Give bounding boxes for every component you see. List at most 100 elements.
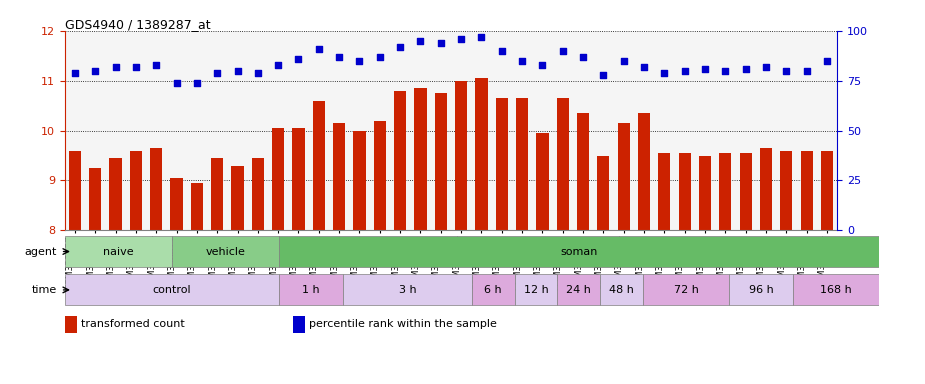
Bar <box>89 168 102 230</box>
Bar <box>252 158 264 230</box>
Point <box>210 70 225 76</box>
Point <box>657 70 672 76</box>
Bar <box>598 156 610 230</box>
Point <box>149 61 164 68</box>
Bar <box>313 101 325 230</box>
Point <box>68 70 82 76</box>
Bar <box>679 153 691 230</box>
Bar <box>759 148 772 230</box>
Bar <box>455 81 467 230</box>
FancyBboxPatch shape <box>65 236 172 267</box>
Bar <box>740 153 752 230</box>
Point <box>393 44 408 50</box>
FancyBboxPatch shape <box>279 236 879 267</box>
FancyBboxPatch shape <box>643 274 729 306</box>
Bar <box>292 316 305 333</box>
Bar <box>272 128 284 230</box>
Point <box>535 61 549 68</box>
Point <box>373 54 388 60</box>
Bar <box>720 153 732 230</box>
Bar <box>414 88 426 230</box>
Point <box>738 66 753 72</box>
Point <box>453 36 468 42</box>
Bar <box>820 151 833 230</box>
Point <box>271 61 286 68</box>
Bar <box>292 128 304 230</box>
Point <box>718 68 733 74</box>
Bar <box>231 166 243 230</box>
Bar <box>618 123 630 230</box>
Point <box>799 68 814 74</box>
Text: 96 h: 96 h <box>748 285 773 295</box>
Point <box>230 68 245 74</box>
Point <box>332 54 347 60</box>
Text: vehicle: vehicle <box>205 247 245 257</box>
Bar <box>150 148 162 230</box>
Point <box>312 46 327 52</box>
FancyBboxPatch shape <box>343 274 472 306</box>
Bar <box>211 158 223 230</box>
Point <box>758 64 773 70</box>
Text: 1 h: 1 h <box>302 285 320 295</box>
Text: 168 h: 168 h <box>820 285 852 295</box>
FancyBboxPatch shape <box>729 274 793 306</box>
Point <box>820 58 834 64</box>
Bar <box>353 131 365 230</box>
Point <box>291 56 306 62</box>
FancyBboxPatch shape <box>514 274 558 306</box>
Bar <box>699 156 711 230</box>
Bar <box>68 151 81 230</box>
Bar <box>577 113 589 230</box>
FancyBboxPatch shape <box>558 274 600 306</box>
Bar <box>638 113 650 230</box>
Point <box>88 68 103 74</box>
Text: percentile rank within the sample: percentile rank within the sample <box>309 319 497 329</box>
Text: 3 h: 3 h <box>399 285 416 295</box>
Point <box>474 34 488 40</box>
Bar <box>496 98 508 230</box>
FancyBboxPatch shape <box>600 274 643 306</box>
Point <box>494 48 509 54</box>
Bar <box>65 316 77 333</box>
Text: agent: agent <box>24 247 56 257</box>
Point <box>697 66 712 72</box>
Text: 48 h: 48 h <box>610 285 635 295</box>
Bar <box>536 133 549 230</box>
Text: time: time <box>31 285 56 295</box>
Point <box>251 70 265 76</box>
Point <box>575 54 590 60</box>
FancyBboxPatch shape <box>472 274 514 306</box>
Point <box>129 64 143 70</box>
Bar <box>374 121 386 230</box>
Point <box>514 58 529 64</box>
Text: GDS4940 / 1389287_at: GDS4940 / 1389287_at <box>65 18 210 31</box>
Point <box>677 68 692 74</box>
Point <box>596 71 611 78</box>
Text: naive: naive <box>103 247 133 257</box>
Bar <box>659 153 671 230</box>
Bar <box>109 158 122 230</box>
Bar <box>333 123 345 230</box>
Text: 24 h: 24 h <box>566 285 591 295</box>
Text: 12 h: 12 h <box>524 285 549 295</box>
Point <box>555 48 570 54</box>
Bar <box>780 151 793 230</box>
Bar <box>516 98 528 230</box>
Bar <box>557 98 569 230</box>
Point <box>636 64 651 70</box>
Bar <box>130 151 142 230</box>
Bar <box>475 78 487 230</box>
Bar <box>435 93 447 230</box>
FancyBboxPatch shape <box>793 274 879 306</box>
Bar <box>800 151 813 230</box>
Text: transformed count: transformed count <box>81 319 185 329</box>
Text: soman: soman <box>561 247 598 257</box>
Point <box>413 38 428 44</box>
Point <box>779 68 794 74</box>
Point <box>190 79 204 86</box>
Bar <box>394 91 406 230</box>
Point <box>434 40 449 46</box>
Point <box>352 58 367 64</box>
Point <box>108 64 123 70</box>
Text: control: control <box>153 285 191 295</box>
